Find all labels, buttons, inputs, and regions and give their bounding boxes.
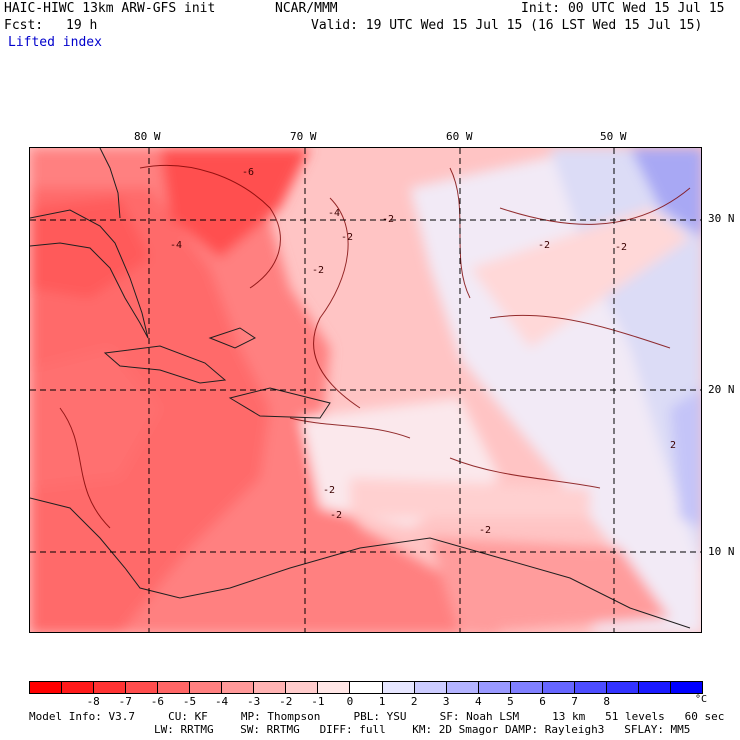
colorbar-tick-labels: -8 -7 -6 -5 -4 -3 -2 -1 0 1 2 3 4 5 6 7 8 [29,695,703,708]
colorbar-swatch [318,682,351,693]
region-central-america [30,348,160,488]
colorbar-tick-label: 5 [507,695,514,708]
colorbar-swatch [574,682,607,693]
region-northeast-stable [630,148,701,237]
lat-lon-grid [30,148,701,632]
latitude-label-20n: 20 N [708,383,735,396]
lifted-index-map: -6 -4 -2 -2 -2 -2 -2 -2 -2 -4 2 -2 [29,147,702,633]
colorbar-swatch [638,682,671,693]
colorbar-tick-label: 1 [378,695,386,708]
init-time: Init: 00 UTC Wed 15 Jul 15 [521,1,725,16]
contour-label: -2 [341,232,353,243]
colorbar-swatch [350,682,383,693]
model-title: HAIC-HIWC 13km ARW-GFS init [4,1,216,16]
coastline-bahamas [208,327,256,349]
colorbar-tick-label: -5 [182,695,197,708]
contour-label: -2 [615,242,627,253]
contour-label: -2 [330,510,342,521]
colorbar-swatch [190,682,223,693]
forecast-label: Fcst: [4,18,44,33]
contour-line [313,197,361,409]
coastline-cuba [103,345,227,384]
contour-label: 2 [670,440,676,451]
region-south-moderate [430,538,670,632]
colorbar-swatch [510,682,543,693]
contour-line [489,314,671,349]
colorbar-tick-label: -7 [118,695,132,708]
colorbar-swatch [30,682,63,693]
colorbar-swatch [382,682,415,693]
region-northeast-band [470,208,690,348]
latitude-label-30n: 30 N [708,212,735,225]
colorbar-tick-label: -6 [150,695,164,708]
coastline-us-east [99,148,121,219]
colorbar-swatch [62,682,95,693]
region-atlantic-strong [160,148,310,258]
colorbar-tick-label: 0 [346,695,354,708]
contour-label-group: -6 -4 -2 -2 -2 -2 -2 -2 -2 -4 2 -2 [170,167,676,536]
colorbar-swatch [670,682,702,693]
longitude-label-80w: 80 W [134,130,161,143]
colorbar-tick-label: 7 [571,695,578,708]
colorbar-tick-label: -4 [214,695,229,708]
field-name: Lifted index [8,35,102,50]
colorbar-tick-label: -1 [311,695,325,708]
contour-label: -2 [323,485,335,496]
contour-label: -2 [312,265,324,276]
forecast-hour: 19 h [66,18,98,33]
colorbar [29,681,703,694]
colorbar-unit: °C [695,694,708,705]
colorbar-tick-label: 6 [539,695,546,708]
colorbar-swatch [478,682,511,693]
colorbar-swatch [542,682,575,693]
contour-line [139,164,281,289]
colorbar-swatch [94,682,127,693]
colorbar-swatch [222,682,255,693]
coastline-south-america [30,497,691,629]
colorbar-tick-label: 2 [410,695,418,708]
model-info-line-2: LW: RRTMG SW: RRTMG DIFF: full KM: 2D Sm… [154,723,691,736]
contour-label: -4 [170,240,182,251]
contour-label: -2 [382,214,394,225]
longitude-label-60w: 60 W [446,130,473,143]
contour-label: -2 [479,525,491,536]
contour-lines [59,164,691,529]
contour-line [449,457,601,489]
colorbar-tick-label: -8 [86,695,100,708]
longitude-label-70w: 70 W [290,130,317,143]
contour-line [499,187,691,225]
valid-time: Valid: 19 UTC Wed 15 Jul 15 (16 LST Wed … [311,18,703,33]
region-east-edge-stable [670,389,701,528]
organization-label: NCAR/MMM [275,1,338,16]
colorbar-swatch [446,682,479,693]
colorbar-swatch [606,682,639,693]
coastline-florida-gulf [30,209,149,339]
contour-label: -6 [242,167,254,178]
colorbar-tick-label: -3 [247,695,261,708]
longitude-label-50w: 50 W [600,130,627,143]
colorbar-swatch [126,682,159,693]
colorbar-tick-label: 4 [475,695,482,708]
map-canvas: -6 -4 -2 -2 -2 -2 -2 -2 -2 -4 2 -2 [30,148,701,632]
colorbar-tick-label: 3 [442,695,450,708]
colorbar-swatch [158,682,191,693]
contour-line [59,407,111,529]
colorbar-tick-label: -2 [279,695,293,708]
region-caribbean-band [350,478,590,518]
contour-label: -4 [328,208,340,219]
colorbar-swatch [254,682,287,693]
model-info-line-1: Model Info: V3.7 CU: KF MP: Thompson PBL… [29,710,725,723]
contour-label: -2 [538,240,550,251]
colorbar-swatch [414,682,447,693]
latitude-label-10n: 10 N [708,545,735,558]
contour-line [289,417,411,439]
colorbar-swatch [286,682,319,693]
colorbar-tick-label: 8 [603,695,611,708]
